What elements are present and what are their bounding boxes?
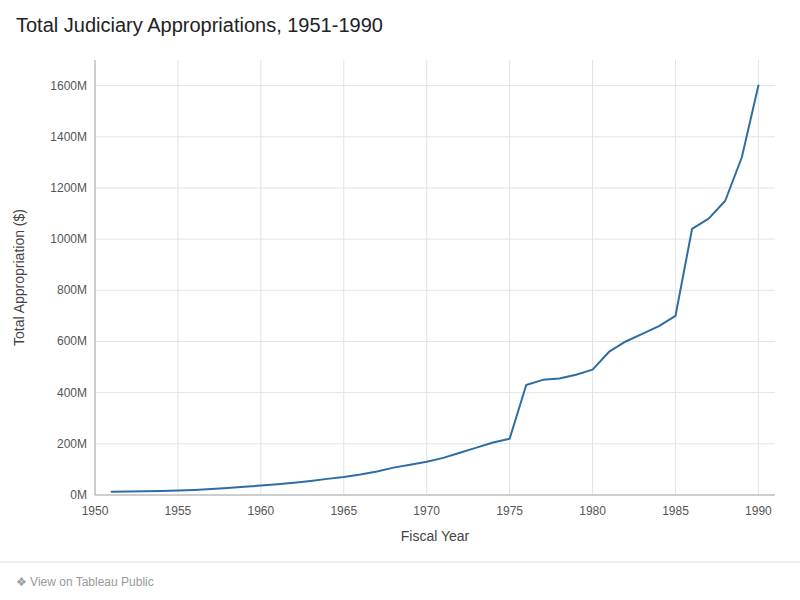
- title: Total Judiciary Appropriations, 1951-199…: [16, 14, 383, 36]
- x-grid-line: [177, 60, 178, 495]
- x-tick-label: 1950: [82, 504, 109, 518]
- y-tick-label: 400M: [57, 386, 87, 400]
- y-tick-label: 1600M: [50, 79, 87, 93]
- y-axis-label: Total Appropriation ($): [11, 209, 27, 346]
- y-tick-label: 600M: [57, 334, 87, 348]
- x-tick-label: 1985: [662, 504, 689, 518]
- chart: Total Judiciary Appropriations, 1951-199…: [0, 0, 800, 600]
- line: [112, 86, 759, 492]
- x-tick-label: 1990: [745, 504, 772, 518]
- x-grid-line: [260, 60, 261, 495]
- x-tick-label: 1965: [330, 504, 357, 518]
- x-grid-line: [509, 60, 510, 495]
- x-grid-line: [426, 60, 427, 495]
- tick-labels: 0M 200M 400M 600M 800M 1000M 1200M 1400M 1600M 19…: [50, 79, 772, 518]
- y-grid-line: [95, 187, 775, 188]
- y-grid-line: [95, 239, 775, 240]
- y-axis-line: [95, 60, 96, 495]
- y-tick-label: 1200M: [50, 181, 87, 195]
- x-grid-line: [675, 60, 676, 495]
- x-axis-line: [95, 495, 775, 496]
- y-grid-line: [95, 290, 775, 291]
- y-tick-label: 1400M: [50, 130, 87, 144]
- y-grid-line: [95, 136, 775, 137]
- y-tick-label: 0M: [70, 488, 87, 502]
- x-tick-label: 1955: [165, 504, 192, 518]
- x-grid-line: [95, 60, 96, 495]
- y-grid-line: [95, 85, 775, 86]
- x-axis-label: Fiscal Year: [401, 528, 470, 544]
- footer-separator: [0, 562, 800, 563]
- x-tick-label: 1960: [248, 504, 275, 518]
- y-tick-label: 800M: [57, 283, 87, 297]
- x-grid-line: [592, 60, 593, 495]
- grid: [95, 60, 775, 495]
- x-tick-label: 1980: [579, 504, 606, 518]
- y-tick-label: 200M: [57, 437, 87, 451]
- y-grid-line: [95, 341, 775, 342]
- y-grid-line: [95, 443, 775, 444]
- footer-text: ❖ View on Tableau Public: [16, 575, 154, 589]
- series: [112, 86, 759, 492]
- x-grid-line: [343, 60, 344, 495]
- x-tick-label: 1975: [496, 504, 523, 518]
- y-tick-label: 1000M: [50, 232, 87, 246]
- x-grid-line: [758, 60, 759, 495]
- y-grid-line: [95, 495, 775, 496]
- x-tick-label: 1970: [413, 504, 440, 518]
- y-grid-line: [95, 392, 775, 393]
